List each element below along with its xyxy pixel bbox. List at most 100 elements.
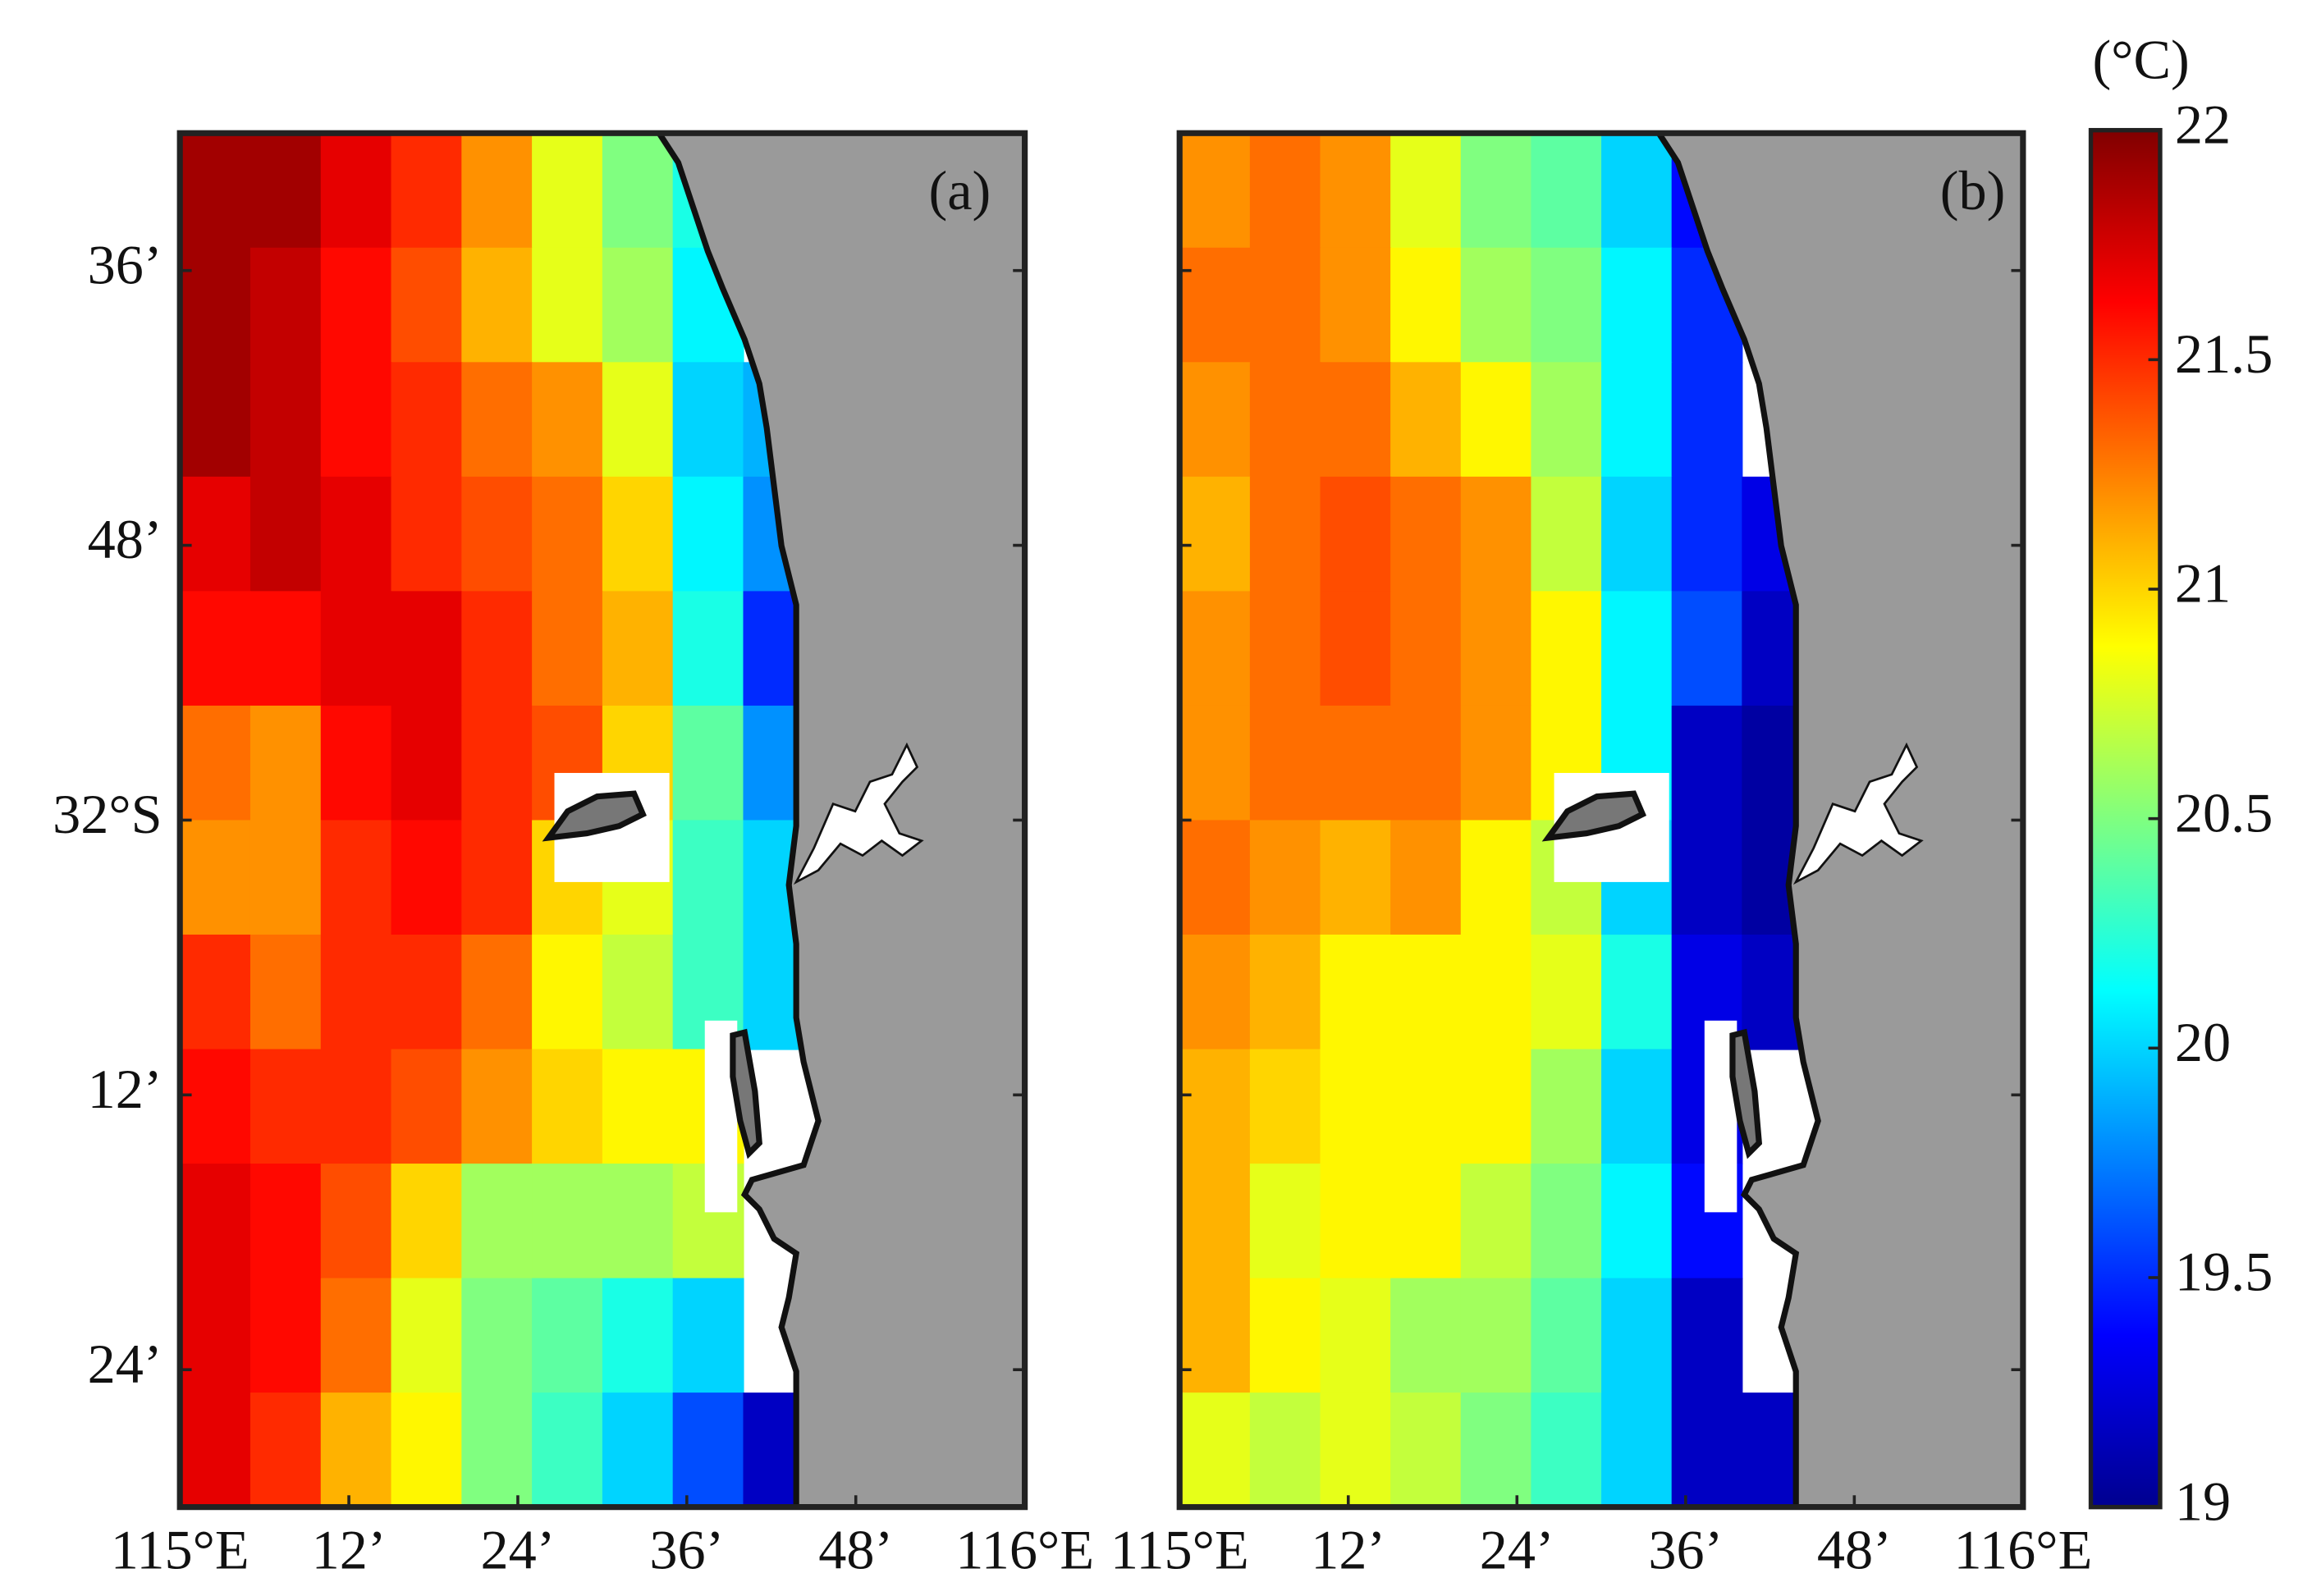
heat-cell — [461, 247, 533, 364]
heat-cell — [1460, 1164, 1532, 1279]
heat-cell — [391, 705, 463, 821]
heat-cell — [250, 362, 322, 478]
heat-cell — [461, 1049, 533, 1165]
panel-label: (a) — [929, 159, 991, 222]
heat-cell — [1601, 1278, 1673, 1394]
heat-cell — [250, 934, 322, 1050]
heat-cell — [250, 133, 322, 249]
heat-cell — [1671, 705, 1743, 821]
heat-cell — [391, 1392, 463, 1507]
x-tick-label: 36’ — [649, 1519, 724, 1581]
heat-cell — [602, 247, 674, 364]
heat-cell — [532, 1278, 603, 1394]
heat-cell — [1179, 934, 1251, 1050]
x-tick-label: 115°E — [1110, 1519, 1249, 1581]
heat-cell — [1671, 476, 1743, 592]
heat-cell — [1179, 476, 1251, 592]
heat-cell — [391, 934, 463, 1050]
heat-cell — [1320, 934, 1392, 1050]
heat-cell — [250, 705, 322, 821]
heat-cell — [320, 1049, 392, 1165]
heat-cell — [1249, 591, 1321, 707]
heat-cell — [461, 1164, 533, 1279]
heat-cell — [1249, 1164, 1321, 1279]
heat-cell — [320, 820, 392, 936]
heat-cell — [320, 1164, 392, 1279]
x-tick-label: 12’ — [312, 1519, 387, 1581]
heat-cell — [1601, 934, 1673, 1050]
heat-cell — [1460, 1049, 1532, 1165]
x-tick-label: 48’ — [818, 1519, 893, 1581]
heat-cell — [320, 1392, 392, 1507]
heat-cell — [250, 820, 322, 936]
heat-cell — [250, 1049, 322, 1165]
heat-cell — [1460, 1392, 1532, 1507]
heat-cell — [1320, 1049, 1392, 1165]
heat-cell — [1601, 1164, 1673, 1279]
heat-cell — [1671, 591, 1743, 707]
heat-cell — [1249, 820, 1321, 936]
heat-cell — [672, 476, 744, 592]
heat-cell — [1179, 705, 1251, 821]
heat-cell — [1460, 934, 1532, 1050]
heat-cell — [180, 247, 252, 364]
heat-cell — [320, 934, 392, 1050]
heat-cell — [461, 476, 533, 592]
y-tick-label: 32°S — [53, 783, 163, 845]
heat-cell — [1320, 705, 1392, 821]
heat-cell — [391, 820, 463, 936]
heat-cell — [320, 705, 392, 821]
colorbar-tick-label: 20 — [2175, 1011, 2231, 1073]
heat-cell — [1390, 133, 1462, 249]
x-tick-label: 116°E — [1953, 1519, 2092, 1581]
colorbar-tick-label: 21 — [2175, 552, 2231, 615]
heat-cell — [602, 1392, 674, 1507]
heat-cell — [461, 591, 533, 707]
heat-cell — [1390, 1164, 1462, 1279]
heat-cell — [180, 133, 252, 249]
heat-cell — [1179, 591, 1251, 707]
heat-cell — [1390, 362, 1462, 478]
heat-cell — [1320, 133, 1392, 249]
heat-cell — [1179, 247, 1251, 364]
heat-cell — [320, 591, 392, 707]
heat-cell — [250, 591, 322, 707]
y-tick-label: 12’ — [88, 1058, 163, 1120]
heat-cell — [1320, 1392, 1392, 1507]
heat-cell — [1601, 133, 1673, 249]
x-tick-label: 48’ — [1817, 1519, 1892, 1581]
heat-cell — [250, 1278, 322, 1394]
heat-cell — [461, 820, 533, 936]
y-tick-label: 24’ — [88, 1333, 163, 1395]
heat-cell — [1249, 1392, 1321, 1507]
heat-cell — [1390, 705, 1462, 821]
y-tick-label: 48’ — [88, 508, 163, 570]
heat-cell — [391, 1164, 463, 1279]
heat-cell — [532, 934, 603, 1050]
heat-cell — [180, 362, 252, 478]
heat-cell — [532, 362, 603, 478]
heat-cell — [391, 133, 463, 249]
heat-cell — [180, 476, 252, 592]
heat-cell — [1460, 591, 1532, 707]
heat-cell — [1531, 133, 1603, 249]
y-tick-label: 36’ — [88, 233, 163, 295]
x-tick-label: 24’ — [480, 1519, 555, 1581]
heat-cell — [1531, 1164, 1603, 1279]
heat-cell — [602, 476, 674, 592]
heat-cell — [672, 820, 744, 936]
heat-cell — [180, 1049, 252, 1165]
heat-cell — [320, 362, 392, 478]
heat-cell — [391, 1049, 463, 1165]
heat-cell — [1249, 934, 1321, 1050]
heat-cell — [1531, 934, 1603, 1050]
heat-cell — [1531, 247, 1603, 364]
heat-cell — [1390, 934, 1462, 1050]
heat-cell — [320, 133, 392, 249]
heat-cell — [1390, 1278, 1462, 1394]
colorbar-label: (°C) — [2092, 28, 2189, 90]
colorbar-tick-label: 19 — [2175, 1470, 2231, 1532]
heat-cell — [532, 476, 603, 592]
heat-cell — [602, 362, 674, 478]
heat-cell — [391, 1278, 463, 1394]
